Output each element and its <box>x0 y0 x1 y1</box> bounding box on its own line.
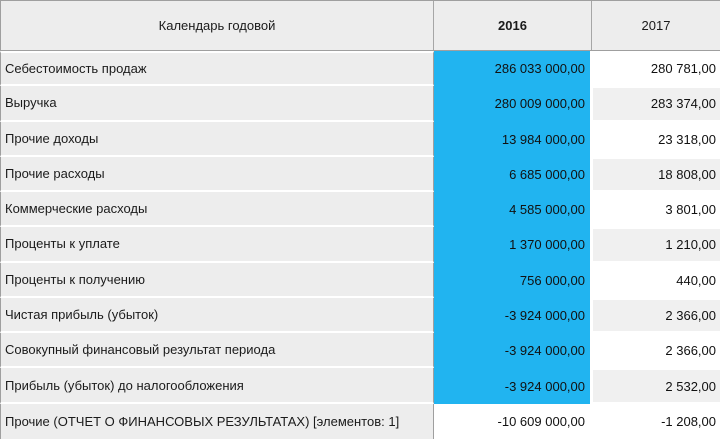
value-2017-cell[interactable]: 23 318,00 <box>592 121 720 157</box>
row-label: Выручка <box>5 95 57 111</box>
row-label-cell[interactable]: Прочие (ОТЧЕТ О ФИНАНСОВЫХ РЕЗУЛЬТАТАХ) … <box>0 403 434 439</box>
value-2016-cell[interactable]: -3 924 000,00 <box>434 368 592 404</box>
value-2016-cell[interactable]: 1 370 000,00 <box>434 227 592 263</box>
value-2016-cell[interactable]: 756 000,00 <box>434 262 592 298</box>
row-label-cell[interactable]: Выручка <box>0 86 434 122</box>
row-label-cell[interactable]: Проценты к уплате <box>0 227 434 263</box>
table-row: Чистая прибыль (убыток) -3 924 000,00 2 … <box>0 297 720 334</box>
row-label-cell[interactable]: Прибыль (убыток) до налогообложения <box>0 368 434 404</box>
value-2016-cell[interactable]: 6 685 000,00 <box>434 156 592 193</box>
value-2017: 2 532,00 <box>665 378 716 394</box>
value-2016: 1 370 000,00 <box>509 237 585 253</box>
table-row: Прочие расходы 6 685 000,00 18 808,00 <box>0 156 720 193</box>
value-2017: 18 808,00 <box>658 166 716 182</box>
value-2017-cell[interactable]: 18 808,00 <box>592 156 720 193</box>
value-2016-cell[interactable]: -10 609 000,00 <box>434 403 592 439</box>
value-2016: -3 924 000,00 <box>504 343 585 359</box>
value-2016: 4 585 000,00 <box>509 202 585 218</box>
table-body: Себестоимость продаж 286 033 000,00 280 … <box>0 51 720 439</box>
value-2016-cell[interactable]: -3 924 000,00 <box>434 333 592 369</box>
value-2016: -3 924 000,00 <box>504 378 585 394</box>
value-2016: 286 033 000,00 <box>494 61 585 77</box>
table-row: Выручка 280 009 000,00 283 374,00 <box>0 86 720 122</box>
row-label: Себестоимость продаж <box>5 61 147 77</box>
value-2016-cell[interactable]: 4 585 000,00 <box>434 192 592 228</box>
value-2016: 13 984 000,00 <box>501 131 585 147</box>
table-row: Коммерческие расходы 4 585 000,00 3 801,… <box>0 192 720 228</box>
value-2016: 756 000,00 <box>519 272 585 288</box>
row-label: Совокупный финансовый результат периода <box>5 342 276 358</box>
value-2017-cell[interactable]: 3 801,00 <box>592 192 720 228</box>
table-row: Себестоимость продаж 286 033 000,00 280 … <box>0 51 720 87</box>
row-label-cell[interactable]: Себестоимость продаж <box>0 51 434 87</box>
value-2017: 23 318,00 <box>658 131 716 147</box>
value-2017: 3 801,00 <box>665 202 716 218</box>
value-2017: 440,00 <box>676 272 716 288</box>
row-label: Чистая прибыль (убыток) <box>5 306 159 322</box>
row-label: Коммерческие расходы <box>5 201 148 217</box>
table-row: Прочие доходы 13 984 000,00 23 318,00 <box>0 121 720 157</box>
row-label-cell[interactable]: Коммерческие расходы <box>0 192 434 228</box>
value-2017: 283 374,00 <box>650 96 716 112</box>
value-2017: 280 781,00 <box>650 61 716 77</box>
table-header-row: Календарь годовой 2016 2017 <box>0 1 720 51</box>
value-2016-cell[interactable]: 286 033 000,00 <box>434 51 592 87</box>
header-column-2016[interactable]: 2016 <box>434 1 592 50</box>
value-2017-cell[interactable]: 440,00 <box>592 262 720 298</box>
value-2016-cell[interactable]: 280 009 000,00 <box>434 86 592 122</box>
value-2016: -10 609 000,00 <box>497 413 585 429</box>
row-label-cell[interactable]: Прочие расходы <box>0 156 434 193</box>
header-calendar-annual[interactable]: Календарь годовой <box>0 1 434 50</box>
value-2017-cell[interactable]: 283 374,00 <box>592 86 720 122</box>
row-label: Проценты к уплате <box>5 236 120 252</box>
row-label: Прибыль (убыток) до налогообложения <box>5 377 244 393</box>
value-2017-cell[interactable]: 280 781,00 <box>592 51 720 87</box>
table-row: Проценты к получению 756 000,00 440,00 <box>0 262 720 298</box>
value-2017-cell[interactable]: 1 210,00 <box>592 227 720 263</box>
value-2017: 1 210,00 <box>665 237 716 253</box>
value-2016: -3 924 000,00 <box>504 307 585 323</box>
value-2016-cell[interactable]: 13 984 000,00 <box>434 121 592 157</box>
table-row: Совокупный финансовый результат периода … <box>0 333 720 369</box>
table-row: Прибыль (убыток) до налогообложения -3 9… <box>0 368 720 404</box>
value-2016: 6 685 000,00 <box>509 166 585 182</box>
value-2017: 2 366,00 <box>665 307 716 323</box>
row-label: Прочие (ОТЧЕТ О ФИНАНСОВЫХ РЕЗУЛЬТАТАХ) … <box>5 413 400 429</box>
value-2017: -1 208,00 <box>661 413 716 429</box>
row-label-cell[interactable]: Чистая прибыль (убыток) <box>0 297 434 334</box>
table-row: Проценты к уплате 1 370 000,00 1 210,00 <box>0 227 720 263</box>
row-label-cell[interactable]: Прочие доходы <box>0 121 434 157</box>
row-label-cell[interactable]: Проценты к получению <box>0 262 434 298</box>
value-2017-cell[interactable]: -1 208,00 <box>592 403 720 439</box>
row-label: Проценты к получению <box>5 271 145 287</box>
value-2017-cell[interactable]: 2 366,00 <box>592 297 720 334</box>
header-column-2017[interactable]: 2017 <box>641 18 671 33</box>
row-label: Прочие расходы <box>5 165 105 181</box>
table-row: Прочие (ОТЧЕТ О ФИНАНСОВЫХ РЕЗУЛЬТАТАХ) … <box>0 403 720 439</box>
row-label: Прочие доходы <box>5 130 99 146</box>
row-label-cell[interactable]: Совокупный финансовый результат периода <box>0 333 434 369</box>
value-2017: 2 366,00 <box>665 343 716 359</box>
value-2016-cell[interactable]: -3 924 000,00 <box>434 297 592 334</box>
value-2017-cell[interactable]: 2 532,00 <box>592 368 720 404</box>
value-2017-cell[interactable]: 2 366,00 <box>592 333 720 369</box>
value-2016: 280 009 000,00 <box>494 96 585 112</box>
